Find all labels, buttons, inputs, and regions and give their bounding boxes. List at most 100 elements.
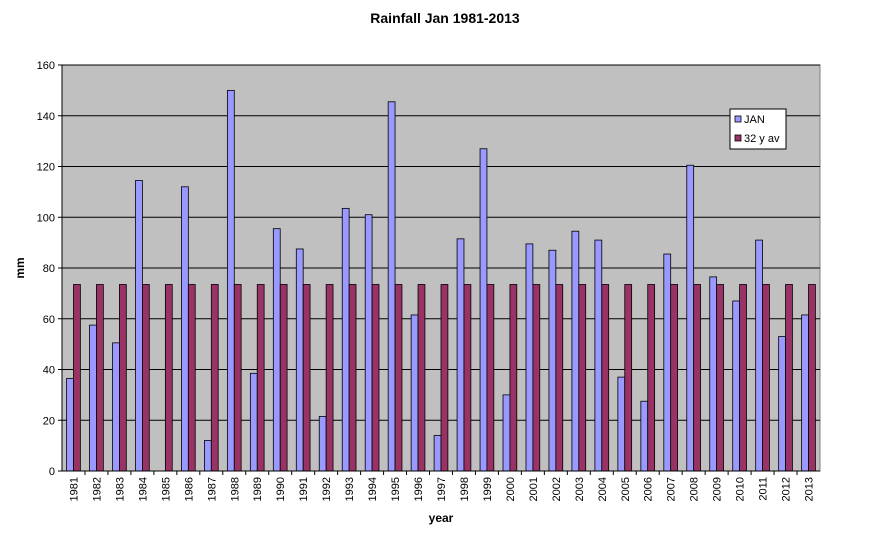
bar-average bbox=[509, 284, 518, 472]
x-tick-label: 1997 bbox=[436, 477, 448, 501]
bar-jan bbox=[686, 164, 695, 472]
bar-average bbox=[394, 284, 403, 472]
bar-average bbox=[371, 284, 380, 472]
x-tick-label: 1991 bbox=[298, 477, 310, 501]
y-tick-label: 100 bbox=[37, 212, 55, 224]
bar-average bbox=[187, 284, 196, 472]
x-tick-label: 1987 bbox=[206, 477, 218, 501]
bar-average bbox=[119, 284, 127, 472]
x-tick-label: 1985 bbox=[160, 477, 172, 501]
x-tick-label: 2010 bbox=[735, 477, 747, 501]
legend-label-jan: JAN bbox=[744, 114, 765, 126]
bar-average bbox=[73, 284, 81, 472]
bar-average bbox=[279, 284, 288, 472]
bar-jan bbox=[249, 372, 258, 472]
x-tick-label: 2005 bbox=[620, 477, 632, 501]
x-tick-label: 2000 bbox=[505, 477, 517, 501]
x-tick-label: 1981 bbox=[68, 477, 80, 501]
y-tick-label: 60 bbox=[43, 314, 55, 326]
bar-jan bbox=[135, 180, 143, 472]
x-tick-label: 1993 bbox=[344, 477, 356, 501]
bar-average bbox=[210, 284, 219, 472]
bar-jan bbox=[640, 400, 649, 472]
x-tick-label: 1983 bbox=[114, 477, 126, 501]
bar-jan bbox=[801, 314, 809, 472]
x-tick-label: 1988 bbox=[229, 477, 241, 501]
bar-jan bbox=[778, 336, 786, 472]
bar-average bbox=[256, 284, 265, 472]
bar-jan bbox=[663, 253, 672, 472]
bar-average bbox=[141, 284, 150, 472]
bar-average bbox=[164, 284, 173, 472]
bar-average bbox=[463, 284, 472, 472]
legend-label-average: 32 y av bbox=[744, 133, 780, 145]
x-tick-label: 1999 bbox=[482, 477, 494, 501]
x-tick-label: 2002 bbox=[551, 477, 563, 501]
x-tick-label: 1989 bbox=[252, 477, 264, 501]
bar-average bbox=[417, 284, 426, 472]
legend: JAN 32 y av bbox=[729, 108, 787, 150]
x-tick-label: 2012 bbox=[781, 477, 793, 501]
x-tick-label: 1990 bbox=[275, 477, 287, 501]
bar-average bbox=[647, 284, 656, 472]
x-tick-label: 2013 bbox=[804, 477, 816, 501]
bars bbox=[66, 89, 816, 472]
bar-average bbox=[762, 284, 770, 472]
bar-jan bbox=[571, 230, 580, 472]
y-tick-label: 40 bbox=[43, 365, 55, 377]
bar-average bbox=[440, 284, 449, 472]
bar-jan bbox=[433, 435, 442, 472]
y-tick-label: 140 bbox=[37, 111, 55, 123]
bar-jan bbox=[226, 89, 235, 472]
x-tick-label: 1996 bbox=[413, 477, 425, 501]
bar-jan bbox=[548, 249, 557, 472]
bar-average bbox=[555, 284, 564, 472]
y-tick-label: 20 bbox=[43, 415, 55, 427]
legend-swatch-jan bbox=[734, 115, 742, 123]
bar-average bbox=[716, 284, 724, 472]
chart-title: Rainfall Jan 1981-2013 bbox=[370, 10, 520, 26]
bar-jan bbox=[479, 148, 488, 472]
bar-average bbox=[348, 284, 357, 472]
bar-jan bbox=[502, 394, 511, 472]
x-tick-label: 2004 bbox=[597, 477, 609, 501]
bar-jan bbox=[617, 376, 626, 472]
bar-average bbox=[578, 284, 587, 472]
x-tick-label: 1986 bbox=[183, 477, 195, 501]
y-tick-label: 120 bbox=[37, 162, 55, 174]
bar-average bbox=[233, 284, 242, 472]
x-tick-label: 2008 bbox=[689, 477, 701, 501]
y-tick-label: 80 bbox=[43, 263, 55, 275]
x-tick-label: 2001 bbox=[528, 477, 540, 501]
bar-jan bbox=[410, 314, 419, 472]
y-tick-label: 160 bbox=[37, 60, 55, 72]
bar-jan bbox=[387, 101, 396, 472]
bar-average bbox=[785, 284, 793, 472]
bar-jan bbox=[89, 324, 97, 472]
axes: 0 20 40 60 80 100 120 140 160 1981 1982 1983 1984 198… bbox=[37, 60, 820, 501]
bar-jan bbox=[318, 416, 327, 472]
x-tick-label: 2011 bbox=[758, 477, 770, 501]
bar-average bbox=[96, 284, 104, 472]
legend-swatch-average bbox=[734, 134, 742, 142]
bar-jan bbox=[732, 300, 741, 472]
bar-jan bbox=[295, 248, 304, 472]
x-tick-label: 1982 bbox=[91, 477, 103, 501]
x-tick-label: 2006 bbox=[643, 477, 655, 501]
bar-average bbox=[601, 284, 610, 472]
y-tick-label: 0 bbox=[49, 466, 55, 478]
x-tick-label: 2007 bbox=[666, 477, 678, 501]
bar-average bbox=[325, 284, 334, 472]
x-tick-label: 2009 bbox=[712, 477, 724, 501]
bar-average bbox=[624, 284, 633, 472]
bar-jan bbox=[341, 207, 350, 472]
x-axis-title: year bbox=[429, 511, 454, 525]
bar-jan bbox=[66, 377, 74, 472]
bar-jan bbox=[204, 440, 212, 472]
bar-jan bbox=[272, 228, 281, 472]
bar-jan bbox=[112, 342, 120, 472]
x-tick-label: 1992 bbox=[321, 477, 333, 501]
bar-jan bbox=[364, 214, 373, 472]
